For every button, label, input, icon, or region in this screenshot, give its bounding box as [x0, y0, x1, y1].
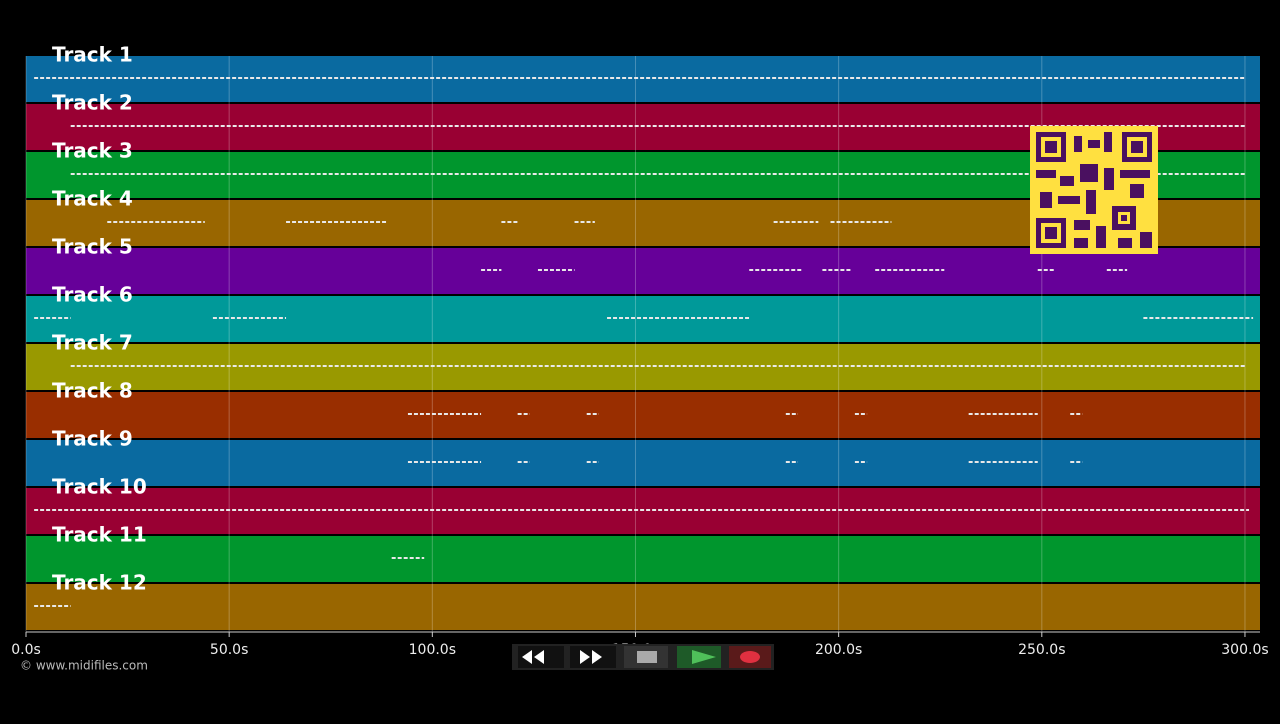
- track-name: Track 5: [52, 235, 133, 259]
- tick-label: 0.0s: [11, 642, 41, 658]
- play-button[interactable]: [677, 646, 721, 668]
- track-name: Track 1: [52, 43, 133, 67]
- track-lane: [26, 392, 1260, 438]
- copyright: © www.midifiles.com: [20, 659, 148, 673]
- track-lane: [26, 584, 1260, 630]
- track-lane: [26, 248, 1260, 294]
- qr-code: [1030, 126, 1158, 254]
- track-name: Track 6: [52, 283, 133, 307]
- track-name: Track 9: [52, 427, 133, 451]
- record-button[interactable]: [729, 646, 771, 668]
- tick-label: 100.0s: [409, 642, 456, 658]
- track-labels: Track 1 Track 2 Track 3 Track 4 Track 5 Track…: [52, 43, 147, 595]
- grid: [25, 56, 1246, 632]
- tick-label: 250.0s: [1018, 642, 1065, 658]
- fast-forward-button[interactable]: [570, 646, 616, 668]
- track-name: Track 4: [52, 187, 133, 211]
- rewind-button[interactable]: [518, 646, 564, 668]
- track-name: Track 8: [52, 379, 133, 403]
- track-name: Track 2: [52, 91, 133, 115]
- tick-label: 50.0s: [210, 642, 248, 658]
- track-lane: [26, 536, 1260, 582]
- stop-button[interactable]: [624, 646, 668, 668]
- track-name: Track 11: [52, 523, 147, 547]
- track-name: Track 10: [52, 475, 147, 499]
- track-name: Track 7: [52, 331, 133, 355]
- tick-label: 200.0s: [815, 642, 862, 658]
- tick-label: 300.0s: [1221, 642, 1268, 658]
- track-lane: [26, 440, 1260, 486]
- track-lane: [26, 296, 1260, 342]
- track-name: Track 12: [52, 571, 147, 595]
- track-name: Track 3: [52, 139, 133, 163]
- transport-controls: [512, 644, 774, 670]
